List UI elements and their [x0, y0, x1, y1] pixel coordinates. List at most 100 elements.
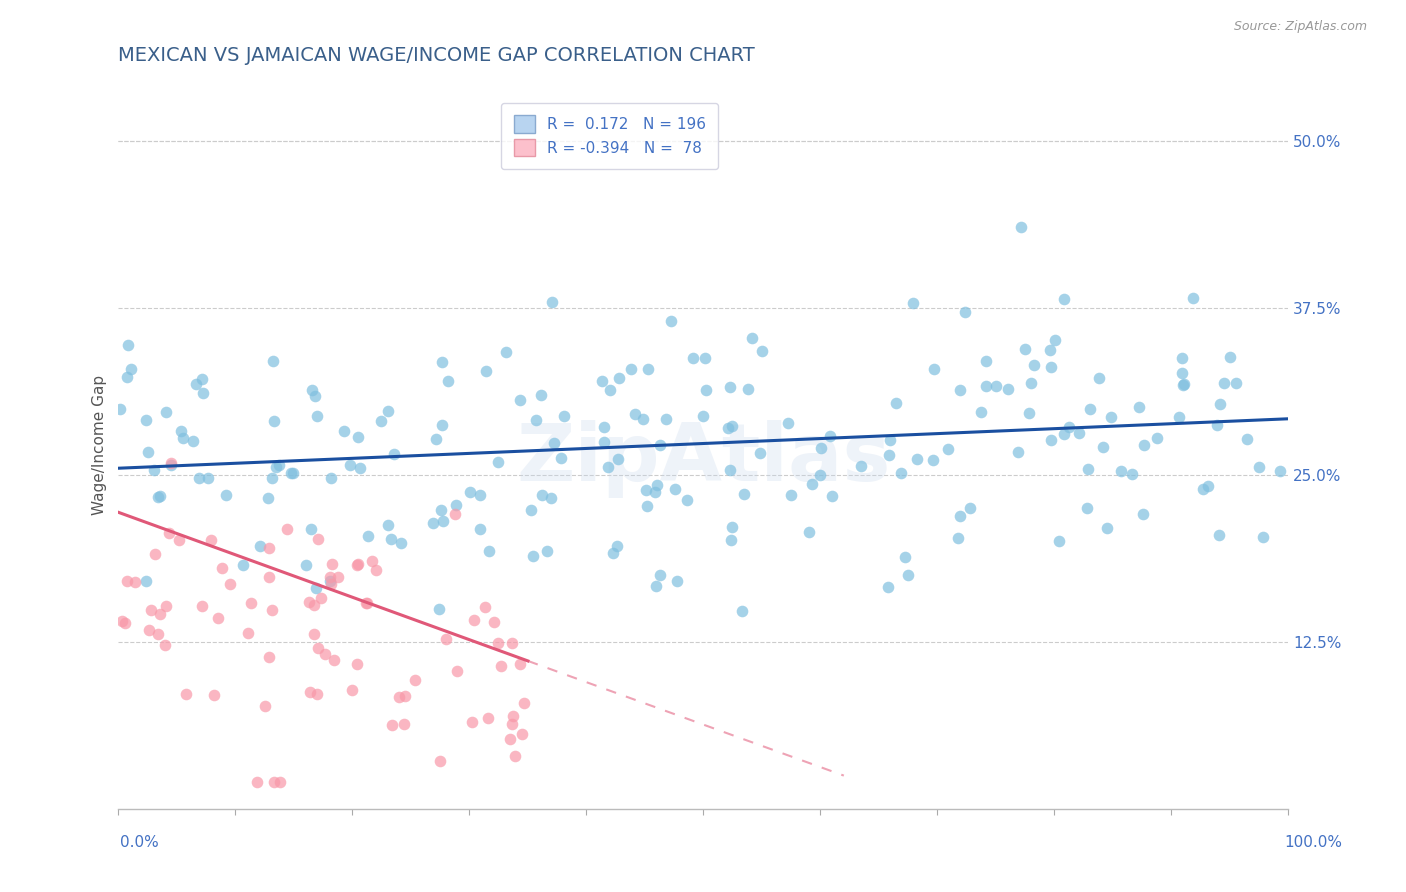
Point [682, 351, 704, 365]
Point [339, 458, 361, 472]
Point [1146, 431, 1168, 445]
Point [666, 574, 689, 588]
Point [1099, 410, 1122, 425]
Point [422, 516, 444, 530]
Point [340, 683, 363, 698]
Text: ZipAtlas: ZipAtlas [516, 420, 890, 499]
Point [695, 383, 717, 397]
Point [631, 412, 654, 426]
Point [149, 607, 172, 621]
Point [808, 468, 831, 483]
Point [430, 355, 453, 369]
Point [160, 456, 183, 470]
Point [922, 362, 945, 376]
Point [430, 417, 453, 432]
Point [389, 536, 412, 550]
Point [211, 561, 233, 575]
Point [346, 558, 368, 572]
Point [276, 522, 298, 536]
Point [749, 446, 772, 460]
Point [1091, 440, 1114, 454]
Point [143, 463, 166, 477]
Point [314, 647, 336, 661]
Text: 100.0%: 100.0% [1285, 836, 1343, 850]
Point [1251, 530, 1274, 544]
Point [1052, 427, 1074, 442]
Point [540, 491, 562, 505]
Point [894, 549, 917, 564]
Point [1069, 425, 1091, 440]
Point [257, 649, 280, 664]
Point [443, 507, 465, 521]
Point [135, 413, 157, 427]
Point [592, 435, 614, 450]
Point [159, 458, 181, 472]
Point [1173, 377, 1195, 392]
Point [1077, 461, 1099, 475]
Point [489, 659, 512, 673]
Point [591, 374, 613, 388]
Point [153, 639, 176, 653]
Point [751, 343, 773, 358]
Point [553, 409, 575, 424]
Point [676, 492, 699, 507]
Point [664, 482, 686, 496]
Point [298, 594, 321, 608]
Point [509, 393, 531, 408]
Point [114, 615, 136, 630]
Point [219, 577, 242, 591]
Point [111, 614, 134, 628]
Point [1014, 342, 1036, 356]
Point [115, 369, 138, 384]
Point [257, 541, 280, 555]
Point [117, 574, 139, 588]
Point [191, 599, 214, 613]
Point [946, 531, 969, 545]
Point [540, 294, 562, 309]
Point [347, 429, 370, 443]
Point [1191, 483, 1213, 497]
Point [377, 404, 399, 418]
Point [434, 632, 457, 646]
Point [849, 458, 872, 473]
Point [321, 577, 343, 591]
Point [644, 579, 666, 593]
Point [1208, 527, 1230, 541]
Point [437, 374, 460, 388]
Point [328, 570, 350, 584]
Point [1018, 406, 1040, 420]
Point [432, 514, 454, 528]
Text: MEXICAN VS JAMAICAN WAGE/INCOME GAP CORRELATION CHART: MEXICAN VS JAMAICAN WAGE/INCOME GAP CORR… [118, 46, 755, 65]
Point [394, 690, 416, 704]
Point [650, 438, 672, 452]
Point [1133, 438, 1156, 452]
Point [1039, 360, 1062, 375]
Point [1053, 292, 1076, 306]
Point [149, 489, 172, 503]
Point [202, 688, 225, 702]
Point [264, 459, 287, 474]
Point [215, 488, 238, 502]
Point [720, 533, 742, 548]
Point [309, 591, 332, 606]
Point [624, 407, 647, 421]
Point [155, 405, 177, 419]
Point [139, 603, 162, 617]
Point [267, 458, 290, 472]
Point [1128, 401, 1150, 415]
Point [1171, 351, 1194, 365]
Point [238, 626, 260, 640]
Point [1171, 366, 1194, 380]
Point [321, 557, 343, 571]
Point [636, 500, 658, 514]
Point [319, 471, 342, 485]
Point [136, 445, 159, 459]
Point [949, 383, 972, 397]
Point [596, 459, 619, 474]
Point [1022, 359, 1045, 373]
Point [366, 563, 388, 577]
Point [501, 716, 523, 731]
Point [922, 453, 945, 467]
Point [1039, 434, 1062, 448]
Legend: R =  0.172   N = 196, R = -0.394   N =  78: R = 0.172 N = 196, R = -0.394 N = 78 [502, 103, 718, 169]
